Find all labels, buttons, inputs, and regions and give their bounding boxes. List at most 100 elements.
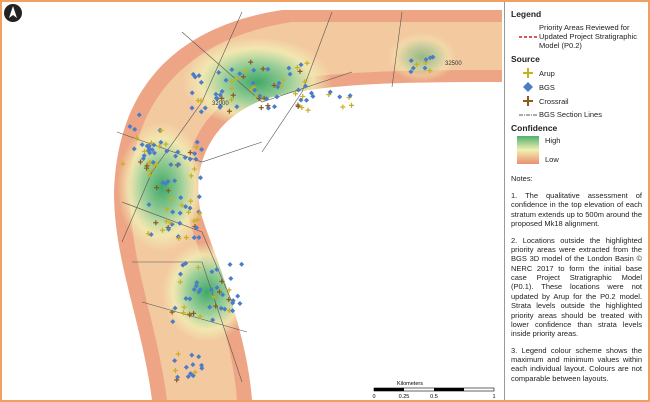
bgs-point	[177, 220, 183, 226]
bgs-point	[166, 226, 172, 232]
bgs-point	[168, 162, 174, 168]
arup-point	[175, 351, 181, 357]
bgs-point	[197, 286, 203, 292]
arup-point	[300, 93, 306, 99]
confidence-ramp: High Low	[511, 136, 642, 164]
bgs-point	[265, 66, 271, 72]
legend-label: Arup	[539, 68, 555, 78]
crossrail-point	[187, 149, 193, 155]
bgs-point	[132, 126, 138, 132]
bgs-point	[144, 143, 150, 149]
bgs-point	[217, 92, 223, 98]
arup-point	[229, 86, 235, 92]
bgs-point	[188, 371, 194, 377]
arup-point	[414, 61, 420, 67]
crossrail-point	[169, 309, 175, 315]
bgs-point	[347, 93, 353, 99]
bgs-point	[176, 161, 182, 167]
arup-point	[154, 161, 160, 167]
bgs-point	[178, 195, 184, 201]
bgs-point	[298, 97, 304, 103]
arup-point	[188, 173, 194, 179]
bgs-point	[136, 112, 142, 118]
legend-item: BGS Section Lines	[517, 110, 642, 119]
bgs-point	[140, 156, 146, 162]
bgs-point	[189, 90, 195, 96]
bgs-point	[175, 149, 181, 155]
bgs-point	[190, 362, 196, 368]
note: 1. The qualitative assessment of confide…	[511, 191, 642, 229]
bgs-point	[191, 235, 197, 241]
notes-heading: Notes:	[511, 174, 533, 183]
crossrail-point	[154, 185, 160, 191]
arup-point	[163, 218, 169, 224]
crossrail-point	[265, 103, 271, 109]
bgs-point	[257, 93, 263, 99]
legend-item: Priority Areas Reviewed for Updated Proj…	[517, 23, 642, 50]
bgs-point	[209, 269, 215, 275]
bgs-point	[218, 305, 224, 311]
crossrail-point	[261, 95, 267, 101]
arup-point	[294, 65, 300, 71]
arup-point	[193, 144, 199, 150]
crossrail-point	[260, 66, 266, 72]
bgs-point	[199, 365, 205, 371]
arup-point	[151, 163, 157, 169]
bgs-point	[172, 358, 178, 364]
legend-item: BGS	[517, 82, 642, 92]
bgs-point	[172, 178, 178, 184]
arup-point	[146, 160, 152, 166]
bgs-point	[219, 88, 225, 94]
bgs-point	[183, 204, 189, 210]
arup-point	[280, 77, 286, 83]
note: 3. Legend colour scheme shows the maximu…	[511, 345, 642, 383]
bgs-point	[192, 74, 198, 80]
crossrail-point	[137, 159, 143, 165]
arup-point	[172, 368, 178, 374]
arup-point	[427, 68, 433, 74]
crossrail-point	[187, 312, 193, 318]
crossrail-point	[240, 74, 246, 80]
bgs-point	[207, 304, 213, 310]
arup-point	[134, 135, 140, 141]
bgs-point	[187, 205, 193, 211]
arup-point	[148, 140, 154, 146]
bgs-point	[218, 103, 224, 109]
bgs-point	[230, 308, 236, 314]
arup-point	[348, 102, 354, 108]
bgs-point	[198, 109, 204, 115]
bgs-point	[410, 65, 416, 71]
scale-tick: 0.5	[430, 394, 438, 400]
arup-point	[197, 313, 203, 319]
arup-point	[226, 287, 232, 293]
bgs-point	[213, 95, 219, 101]
bgs-point	[230, 300, 236, 306]
crossrail-point	[213, 303, 219, 309]
bgs-point	[198, 79, 204, 85]
bgs-point	[177, 210, 183, 216]
bgs-point	[175, 374, 181, 380]
bgs-point	[196, 234, 202, 240]
bgs-point	[220, 292, 226, 298]
bgs-point	[178, 271, 184, 277]
legend-item: Arup	[517, 68, 642, 78]
crossrail-point	[219, 95, 225, 101]
arup-point	[299, 105, 305, 111]
bgs-point	[151, 150, 157, 156]
arup-point	[197, 210, 203, 216]
crossrail-point	[226, 108, 232, 114]
bgs-point	[210, 317, 216, 323]
bgs-point	[275, 84, 281, 90]
arup-point	[340, 104, 346, 110]
bgs-point	[422, 65, 428, 71]
bgs-point	[229, 67, 235, 73]
crossrail-point	[219, 278, 225, 284]
bgs-point	[202, 105, 208, 111]
bgs-point	[274, 94, 280, 100]
bgs-point	[127, 124, 133, 130]
bgs-point	[235, 293, 241, 299]
bgs-point	[298, 62, 304, 68]
bgs-point	[198, 175, 204, 181]
bgs-point	[194, 139, 200, 145]
scale-bar: Kilometers 0 0.25 0.5 1	[372, 381, 495, 400]
